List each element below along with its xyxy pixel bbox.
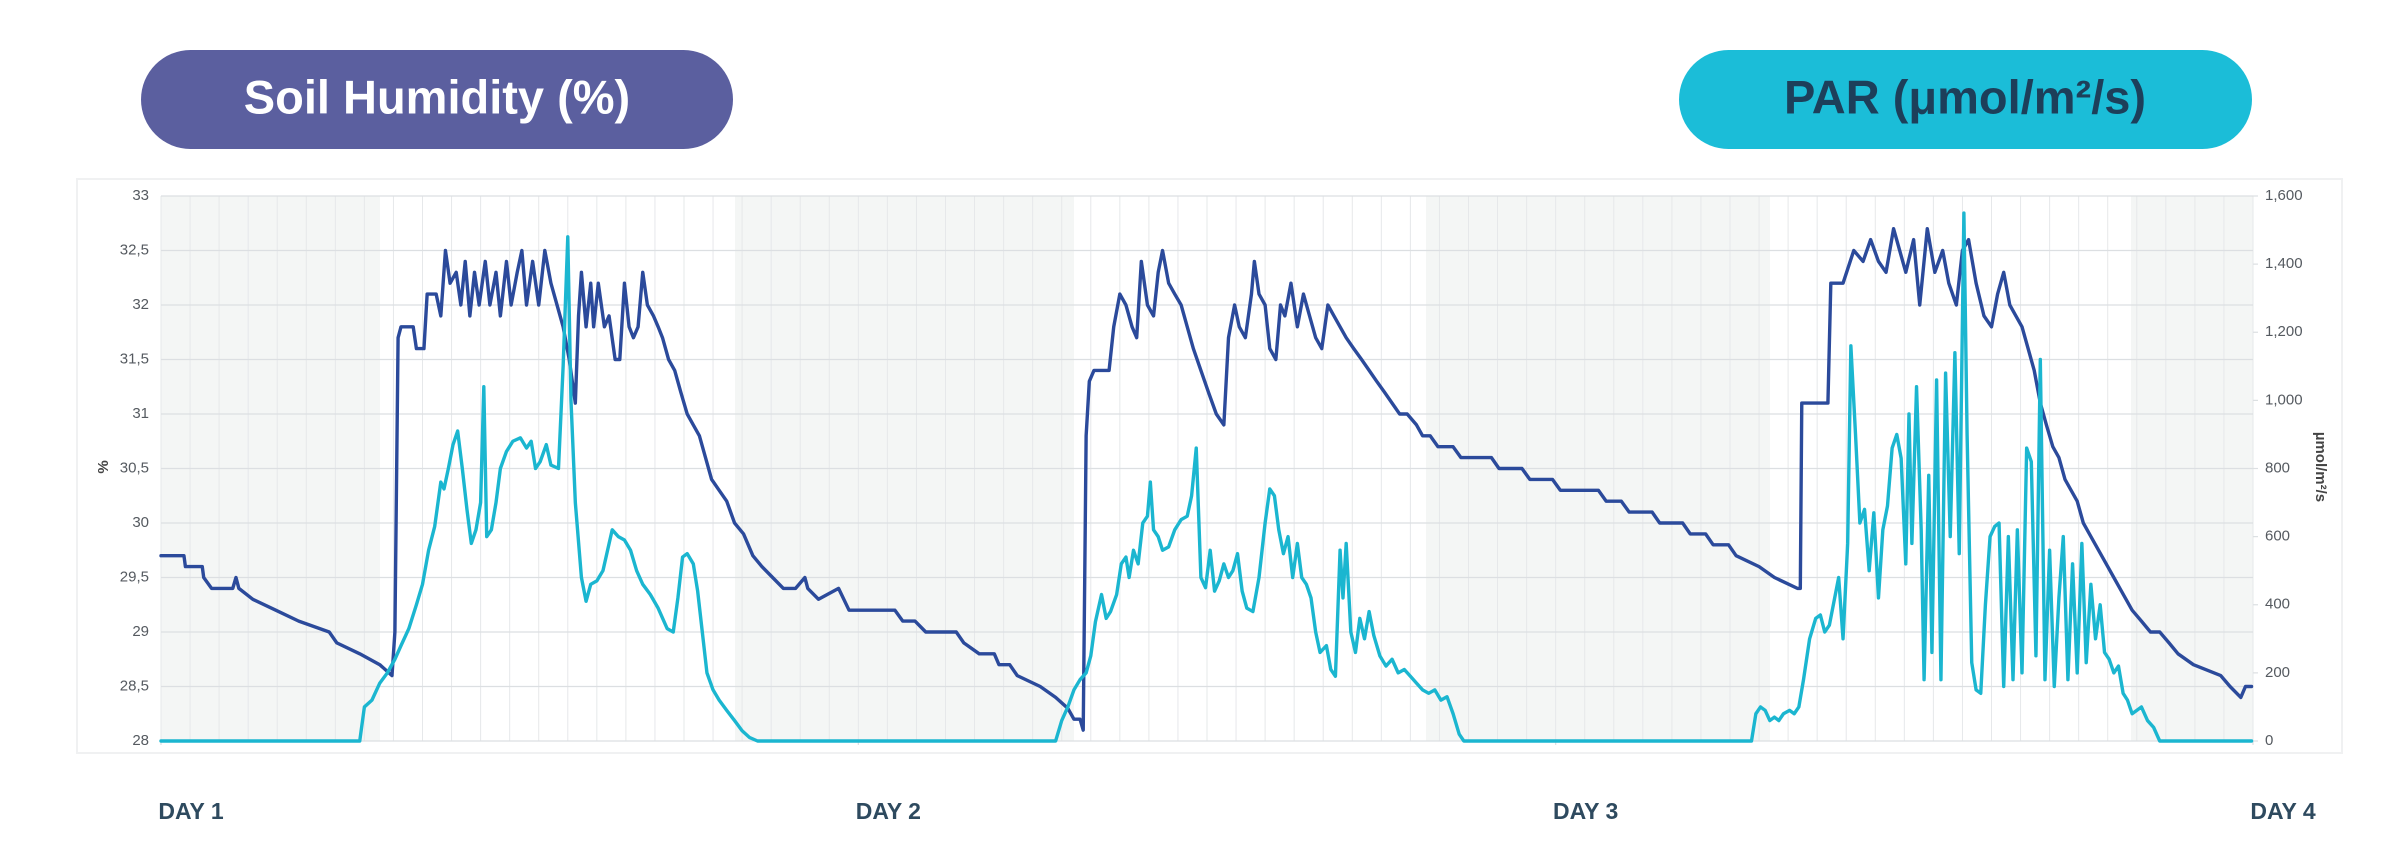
y-tick-label: 31 bbox=[132, 405, 149, 422]
y-tick-label: 30,5 bbox=[120, 459, 149, 476]
y2-tick-label: 400 bbox=[2265, 596, 2290, 613]
y-axis-label: % bbox=[95, 460, 112, 473]
legend-pill bbox=[141, 50, 733, 149]
y2-tick-label: 600 bbox=[2265, 528, 2290, 545]
legend-label: Soil Humidity (%) bbox=[244, 70, 630, 123]
x-tick-label: DAY 3 bbox=[1553, 798, 1618, 824]
series-line bbox=[159, 227, 2254, 732]
y-tick-label: 30 bbox=[132, 514, 149, 531]
x-tick-label: DAY 2 bbox=[856, 798, 921, 824]
y-tick-label: 29 bbox=[132, 623, 149, 640]
y2-tick-label: 1,600 bbox=[2265, 187, 2303, 204]
y2-tick-label: 1,000 bbox=[2265, 391, 2303, 408]
y-tick-label: 28,5 bbox=[120, 677, 149, 694]
y-tick-label: 29,5 bbox=[120, 568, 149, 585]
legend-label: PAR (μmol/m²/s) bbox=[1784, 70, 2146, 123]
y-tick-label: 32 bbox=[132, 296, 149, 313]
x-tick-label: DAY 1 bbox=[158, 798, 223, 824]
grid bbox=[160, 195, 2258, 745]
x-tick-label: DAY 4 bbox=[2250, 798, 2315, 824]
y2-tick-label: 1,400 bbox=[2265, 255, 2303, 272]
y-tick-label: 31,5 bbox=[120, 350, 149, 367]
y-tick-label: 28 bbox=[132, 732, 149, 749]
y2-tick-label: 0 bbox=[2265, 732, 2273, 749]
y-tick-label: 33 bbox=[132, 187, 149, 204]
series-line bbox=[159, 211, 2254, 743]
y2-tick-label: 1,200 bbox=[2265, 323, 2303, 340]
y-tick-label: 32,5 bbox=[120, 241, 149, 258]
y2-tick-label: 800 bbox=[2265, 459, 2290, 476]
axis-labels: 28 28,5 29 29,5 30 30,5 31 31,5 32 32,5 33 0 200 400 6… bbox=[120, 187, 2316, 824]
y2-axis-label: µmol/m²/s bbox=[2312, 432, 2329, 502]
y2-tick-label: 200 bbox=[2265, 664, 2290, 681]
legend-pill bbox=[1679, 50, 2252, 149]
plot-lines bbox=[159, 211, 2254, 743]
